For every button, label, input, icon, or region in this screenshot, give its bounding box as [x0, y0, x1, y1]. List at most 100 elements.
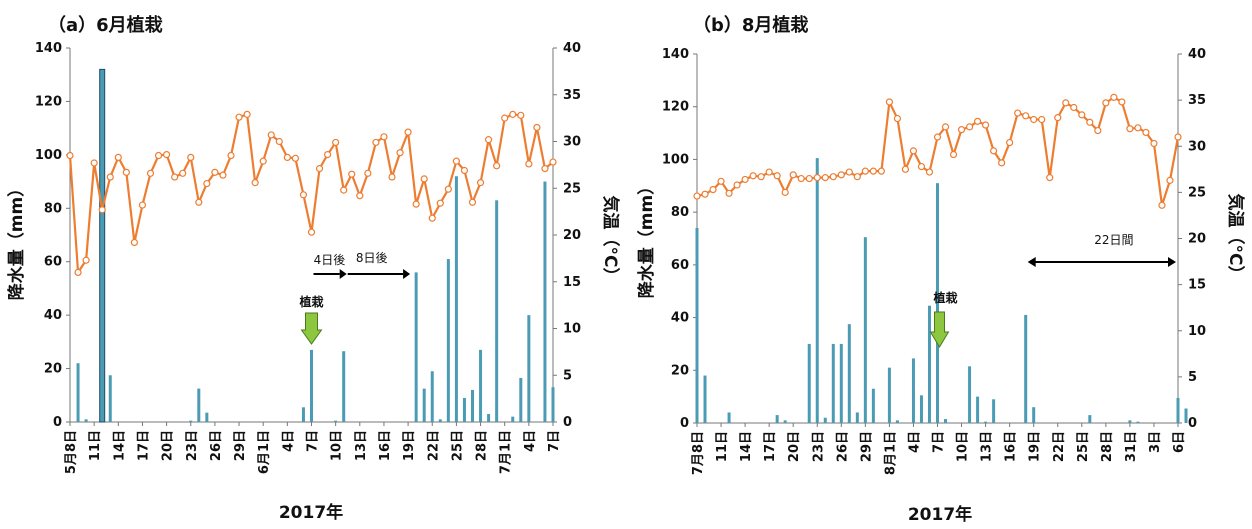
panel-a-precip-bar [462, 397, 466, 422]
panel-a-precip-bar [519, 377, 523, 422]
panel-a-temp-point [299, 191, 308, 199]
panel-b-ytick-right-label: 15 [1188, 278, 1206, 293]
panel-a-temp-point [476, 179, 485, 187]
panel-a-precip-bar [543, 181, 547, 422]
panel-b-ytick-right-label: 30 [1188, 139, 1206, 154]
panel-b-xtick-label: 22日 [1052, 431, 1067, 462]
panel-b-temp-point [1102, 99, 1110, 107]
panel-a-ytick-left-label: 80 [44, 201, 62, 216]
panel-b-temp-point [965, 123, 974, 131]
panel-a-xtick-label: 7日 [547, 430, 562, 452]
panel-b-xtick-label: 6日 [1172, 431, 1187, 453]
panel-a-temp-point [90, 159, 98, 167]
panel-a-xtick-label: 5月8日 [64, 430, 79, 474]
panel-a-precip-bar [430, 371, 434, 422]
panel-a-temp-point [372, 138, 380, 147]
panel-b-ytick-right-label: 5 [1188, 370, 1197, 385]
panel-b-temp-point [869, 167, 877, 175]
panel-b-temp-point [773, 172, 781, 180]
panel-a-xtick-label: 13日 [354, 430, 369, 461]
panel-a-planting-arrow-icon [300, 312, 323, 345]
panel-b-temp-point [1022, 112, 1030, 120]
panel-a-precip-bar [446, 259, 450, 422]
panel-a-xtick-label: 14日 [112, 430, 127, 461]
panel-a-xtick-label: 20日 [161, 430, 176, 461]
panel-b-interval-arrowhead-right-icon [1168, 257, 1176, 267]
panel-a-xtick-label: 29日 [233, 430, 248, 461]
panel-b-temp-point [733, 181, 741, 189]
panel-b-temp-point [1110, 93, 1118, 101]
panel-b-precip-bar [911, 358, 915, 423]
panel-b-precip-bar [839, 343, 843, 423]
panel-b-temp-point [1158, 201, 1166, 209]
panel-a-temp-point [259, 157, 267, 165]
panel-a-temp-point [541, 165, 549, 173]
panel-a-temp-point [356, 192, 364, 200]
panel-b-planting-arrow-icon [929, 311, 950, 348]
panel-a-temp-point [533, 123, 541, 132]
panel-b-ylabel-left: 降水量（mm） [636, 178, 657, 298]
panel-a-precip-bar [495, 200, 499, 422]
panel-b-precip-bar [984, 421, 988, 423]
panel-a-xtick-label: 25日 [450, 430, 465, 461]
panel-b-ytick-left-label: 20 [671, 363, 689, 378]
panel-b-temp-point [709, 186, 717, 194]
panel-a-temp-point [179, 169, 187, 177]
panel-b-temp-point [990, 147, 998, 155]
panel-a-temp-point [428, 214, 436, 222]
panel-a: （a）6月植栽 降水量（mm） 気温（°C） 2017年 0 20 40 60 80 10… [6, 14, 621, 523]
panel-b-precip-bar [936, 183, 939, 423]
panel-a-ytick-left-label: 40 [44, 308, 62, 323]
panel-a-temp-point [388, 173, 396, 181]
panel-a-ytick-right-label: 5 [563, 368, 572, 383]
panel-a-temp-point [501, 114, 509, 122]
panel-b-temp-point [1166, 176, 1174, 184]
panel-a-title: （a）6月植栽 [48, 14, 163, 36]
panel-a-temp-point [283, 153, 291, 161]
panel-b-precip-bar [1184, 408, 1188, 423]
panel-b-xlabel: 2017年 [908, 504, 972, 525]
panel-b-xtick-label: 10日 [956, 431, 971, 462]
panel-a-temp-point [420, 175, 428, 183]
panel-a-temp-point [444, 185, 452, 193]
panel-b-temp-point [925, 168, 934, 176]
panel-b-temp-point [861, 167, 869, 175]
panel-a-xtick-label: 26日 [209, 430, 224, 461]
panel-b-ytick-right-label: 10 [1188, 324, 1206, 339]
panel-b-precip-bar [727, 412, 731, 423]
panel-b-temp-point [1078, 111, 1086, 119]
panel-a-temp-point [227, 151, 235, 160]
panel-a-precip-bar [527, 315, 531, 422]
panel-b-temp-point [853, 173, 861, 181]
panel-a-precip-bar [454, 176, 458, 422]
panel-b-precip-bar [992, 399, 996, 423]
panel-a-temp-point [122, 168, 130, 176]
panel-b-precip-bar [1032, 407, 1036, 423]
panel-a-temp-point [106, 173, 114, 181]
panel-a-precip-bar [342, 351, 346, 422]
panel-a-temp-point [82, 256, 90, 264]
panel-b-xtick-label: 4日 [907, 431, 922, 453]
panel-b-xtick-label: 11日 [715, 431, 730, 462]
panel-b-temp-point [957, 126, 966, 134]
panel-a-xtick-label: 19日 [402, 430, 417, 461]
panel-b-temp-point [933, 133, 942, 141]
panel-a-temp-point [517, 111, 525, 119]
panel-a-xtick-label: 10日 [330, 430, 345, 461]
panel-b-temp-point [1142, 128, 1150, 137]
panel-a-temp-point [340, 186, 348, 194]
panel-b-interval-arrowhead-left-icon [1027, 257, 1036, 267]
panel-b-precip-bar [823, 417, 827, 423]
panel-b-precip-bar [1128, 420, 1132, 423]
panel-a-temp-point [211, 168, 219, 176]
panel-b-ytick-left-label: 100 [662, 152, 689, 167]
panel-b-precip-bar [895, 420, 899, 423]
panel-a-precip-bar [414, 272, 418, 422]
panel-b-xtick-label: 17日 [763, 431, 778, 462]
panel-a-temp-line [68, 113, 554, 274]
panel-a-temp-point [203, 179, 211, 188]
panel-a-temp-point [485, 136, 493, 144]
panel-b-precip-bar [775, 415, 779, 423]
panel-a-ytick-right-label: 25 [563, 181, 581, 196]
panel-b-temp-point [949, 150, 958, 159]
